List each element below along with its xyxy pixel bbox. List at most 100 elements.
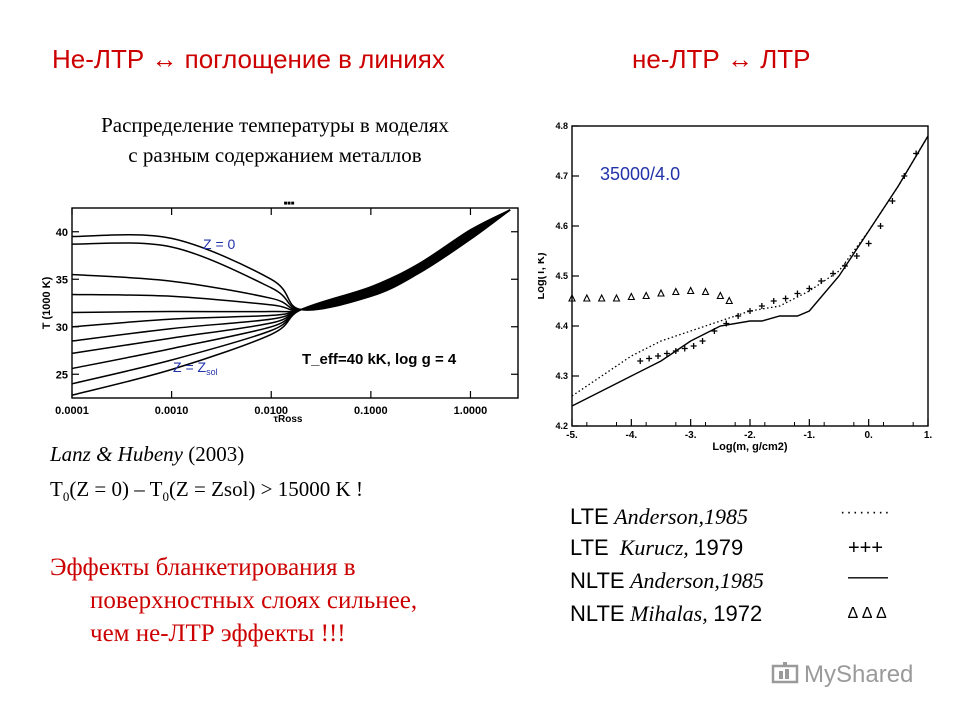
point-nlte-mihalas-1972 (642, 291, 651, 300)
point-lte-kurucz-1979 (841, 263, 848, 269)
subtitle-line-1: Распределение температуры в моделях (101, 113, 449, 137)
effects-line-3: чем не-ЛТР эффекты !!! (90, 620, 346, 647)
legend-ref: Anderson,1985 (630, 568, 764, 593)
point-nlte-mihalas-1972 (582, 293, 591, 302)
legend-tag: LTE (570, 535, 609, 560)
x-tick-label: -4. (625, 430, 637, 441)
legend-row: LTE Anderson,1985 (570, 504, 748, 530)
chart-right-annotation: 35000/4.0 (600, 164, 680, 184)
chart-left-ylabel: T (1000 K) (41, 276, 53, 329)
point-lte-kurucz-1979 (830, 270, 837, 277)
point-lte-kurucz-1979 (865, 240, 872, 247)
formula-part-2: (Z = 0) – T (69, 477, 163, 501)
point-lte-kurucz-1979 (770, 298, 777, 304)
temperature-curve-9 (71, 209, 511, 370)
legend-symbol-dotted: ········ (840, 504, 891, 521)
reference: Lanz & Hubeny (2003) (50, 442, 244, 467)
temperature-curve-5 (71, 209, 511, 314)
y-tick-label: 35 (56, 274, 68, 286)
x-tick-label: 0.1000 (354, 405, 388, 417)
point-nlte-mihalas-1972 (716, 291, 725, 300)
formula-sub-2: 0 (162, 489, 169, 505)
point-lte-kurucz-1979 (818, 278, 825, 284)
x-tick-label: -1. (803, 430, 815, 441)
point-lte-kurucz-1979 (681, 345, 688, 352)
formula-part-1: T (50, 477, 63, 501)
subtitle: Распределение температуры в моделях с ра… (50, 110, 500, 170)
x-tick-label: -3. (685, 430, 697, 441)
point-nlte-mihalas-1972 (725, 296, 734, 305)
y-tick-label: 4.7 (555, 171, 568, 181)
point-lte-kurucz-1979 (782, 295, 789, 302)
title-right: не-ЛТР ↔ ЛТР (632, 44, 811, 74)
effects-line-1: Эффекты бланкетирования в (50, 554, 356, 581)
point-lte-kurucz-1979 (699, 338, 706, 344)
title-left: Не-ЛТР ↔ поглощение в линиях (52, 44, 445, 74)
point-lte-kurucz-1979 (806, 285, 813, 292)
annotation-z0: Z = 0 (203, 236, 236, 252)
y-tick-label: 4.6 (555, 221, 568, 231)
temperature-chart: ■■■ 0.0001 0.0010 0.0100 0.1000 1.0000 25 30 35… (41, 201, 519, 425)
x-tick-label: -5. (566, 430, 578, 441)
effects-line-2: поверхностных слоях сильнее, (90, 587, 418, 614)
point-lte-kurucz-1979 (655, 353, 662, 359)
x-tick-label: 0.0010 (155, 405, 189, 417)
y-tick-label: 4.3 (555, 371, 568, 381)
x-tick-label: -2. (744, 430, 756, 441)
legend-symbol-triangle: ∆ ∆ ∆ (848, 605, 887, 622)
point-lte-kurucz-1979 (690, 343, 697, 349)
x-tick-label: 0. (864, 430, 873, 441)
reference-authors: Lanz & Hubeny (50, 442, 183, 466)
y-tick-label: 25 (56, 369, 68, 381)
y-tick-label: 30 (56, 322, 68, 334)
legend-ref: Kurucz, (619, 535, 689, 560)
x-tick-label: 0.0001 (55, 405, 89, 417)
x-tick-label: 1. (924, 430, 933, 441)
point-lte-kurucz-1979 (877, 223, 884, 229)
point-lte-kurucz-1979 (637, 358, 644, 364)
temperature-curve-8 (71, 209, 511, 355)
series-nlte-anderson-1985 (571, 135, 929, 407)
point-nlte-mihalas-1972 (597, 293, 606, 302)
point-lte-kurucz-1979 (723, 320, 730, 327)
y-tick-label: 4.5 (555, 271, 568, 281)
legend-row: LTE Kurucz, 1979 (570, 535, 743, 561)
x-tick-label: 1.0000 (454, 405, 488, 417)
point-nlte-mihalas-1972 (568, 293, 576, 302)
legend-year: 1979 (694, 535, 744, 560)
logt-chart: -5. -4. -3. -2. -1. 0. 1. 4.2 4.3 4.4 4.5 4.6 4.7 4.8… (538, 121, 933, 453)
point-nlte-mihalas-1972 (686, 286, 695, 295)
point-nlte-mihalas-1972 (657, 288, 665, 297)
logo-text: MyShared (804, 661, 914, 688)
point-lte-kurucz-1979 (889, 198, 896, 204)
y-tick-label: 4.2 (555, 421, 568, 431)
chart-left-top-mark: ■■■ (284, 201, 295, 207)
chart-right-xlabel: Log(m, g/cm2) (712, 441, 788, 453)
point-lte-kurucz-1979 (794, 290, 801, 297)
y-tick-label: 4.4 (555, 321, 568, 331)
point-lte-kurucz-1979 (747, 308, 753, 314)
formula-part-3: (Z = Zsol) > 15000 K ! (168, 477, 363, 501)
legend-row: NLTE Mihalas, 1972 (570, 601, 762, 627)
chart-right-ylabel: Log(T, K) (538, 252, 547, 299)
y-tick-label: 40 (56, 227, 68, 239)
logo: MyShared (770, 660, 913, 690)
point-lte-kurucz-1979 (853, 253, 860, 259)
temperature-curve-4 (71, 209, 511, 311)
point-nlte-mihalas-1972 (701, 287, 710, 296)
formula-sub-1: 0 (62, 489, 70, 505)
legend-symbol-plus: +++ (848, 537, 884, 559)
effects-text: Эффекты бланкетирования в поверхностных … (50, 551, 417, 650)
point-lte-kurucz-1979 (735, 313, 742, 319)
point-lte-kurucz-1979 (913, 150, 920, 157)
point-nlte-mihalas-1972 (627, 292, 636, 301)
formula: T0(Z = 0) – T0(Z = Zsol) > 15000 K ! (50, 477, 363, 505)
point-lte-kurucz-1979 (758, 303, 765, 309)
annotation-zsol: Z = Zsol (173, 359, 218, 377)
legend-year: 1972 (713, 601, 763, 626)
temperature-curve-11 (71, 209, 511, 396)
point-lte-kurucz-1979 (646, 355, 653, 362)
presentation-icon (771, 662, 799, 684)
chart-left-xlabel: τRoss (274, 414, 303, 425)
x-tick-label: 0.0100 (254, 405, 288, 417)
